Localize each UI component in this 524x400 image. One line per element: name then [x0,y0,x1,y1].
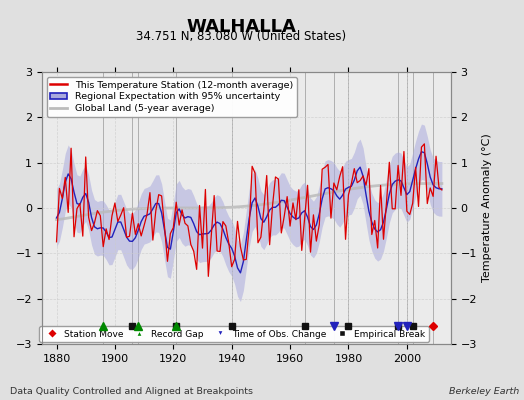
Text: Berkeley Earth: Berkeley Earth [449,387,519,396]
Text: Data Quality Controlled and Aligned at Breakpoints: Data Quality Controlled and Aligned at B… [10,387,254,396]
Text: WALHALLA: WALHALLA [186,18,296,36]
Legend: Station Move, Record Gap, Time of Obs. Change, Empirical Break: Station Move, Record Gap, Time of Obs. C… [39,326,429,342]
Text: 34.751 N, 83.080 W (United States): 34.751 N, 83.080 W (United States) [136,30,346,43]
Y-axis label: Temperature Anomaly (°C): Temperature Anomaly (°C) [483,134,493,282]
